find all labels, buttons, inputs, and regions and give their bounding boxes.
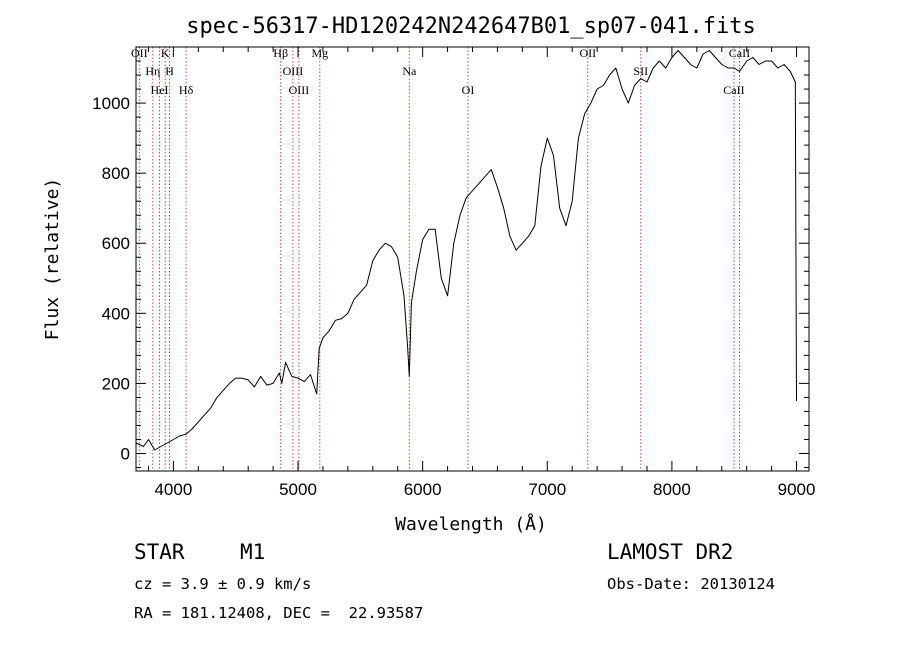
x-axis-label: Wavelength (Å) xyxy=(395,513,547,535)
y-tick-label: 200 xyxy=(102,374,130,393)
survey-name: LAMOST DR2 xyxy=(607,540,734,564)
spectral-line-label: Hη xyxy=(145,64,160,78)
chart-title: spec-56317-HD120242N242647B01_sp07-041.f… xyxy=(186,14,756,39)
spectral-line-label: SII xyxy=(633,64,648,78)
spectral-line-label: OIII xyxy=(283,64,304,78)
y-axis-label: Flux (relative) xyxy=(42,178,63,341)
x-tick-label: 9000 xyxy=(778,480,816,499)
x-tick-label: 4000 xyxy=(154,480,192,499)
spectral-line-label: HeI xyxy=(151,83,169,97)
spectral-line-label: H xyxy=(165,64,174,78)
spectral-line-label: Hβ xyxy=(273,46,288,60)
redshift-value: cz = 3.9 ± 0.9 km/s xyxy=(134,575,312,593)
plot-frame xyxy=(135,46,810,472)
object-subclass: M1 xyxy=(240,540,266,564)
spectral-line-label: OII xyxy=(131,46,148,60)
x-tick-label: 6000 xyxy=(404,480,442,499)
observation-date: Obs-Date: 20130124 xyxy=(607,575,775,593)
spectral-line-label: Na xyxy=(402,64,417,78)
plot-axes: 4000 5000 6000 7000 8000 9000 0 200 400 600 800 100… xyxy=(92,46,816,499)
y-tick-label: 400 xyxy=(102,304,130,323)
x-tick-label: 7000 xyxy=(528,480,566,499)
spectral-line-label: CaII xyxy=(729,46,750,60)
spectral-line-label: OII xyxy=(579,46,596,60)
spectral-line-label: K xyxy=(161,46,170,60)
y-tick-label: 0 xyxy=(121,444,130,463)
spectral-line-label: Mg xyxy=(311,46,328,60)
y-tick-label: 800 xyxy=(102,164,130,183)
spectrum-line xyxy=(135,50,797,451)
spectrum-series xyxy=(135,50,797,451)
x-tick-label: 5000 xyxy=(279,480,317,499)
x-tick-label: 8000 xyxy=(653,480,691,499)
spectral-line-label: OIII xyxy=(289,83,310,97)
y-tick-label: 1000 xyxy=(92,94,130,113)
spectral-line-label: OI xyxy=(462,83,475,97)
sky-coordinates: RA = 181.12408, DEC = 22.93587 xyxy=(134,604,424,622)
spectral-line-label: Hδ xyxy=(179,83,194,97)
spectral-line-label: CaII xyxy=(723,83,744,97)
y-tick-label: 600 xyxy=(102,234,130,253)
object-type: STAR xyxy=(134,540,185,564)
spectral-line-markers: OII Hη HeI KH Hδ Hβ OIII OIII Mg Na OI OII SII CaII Ca… xyxy=(131,46,750,471)
